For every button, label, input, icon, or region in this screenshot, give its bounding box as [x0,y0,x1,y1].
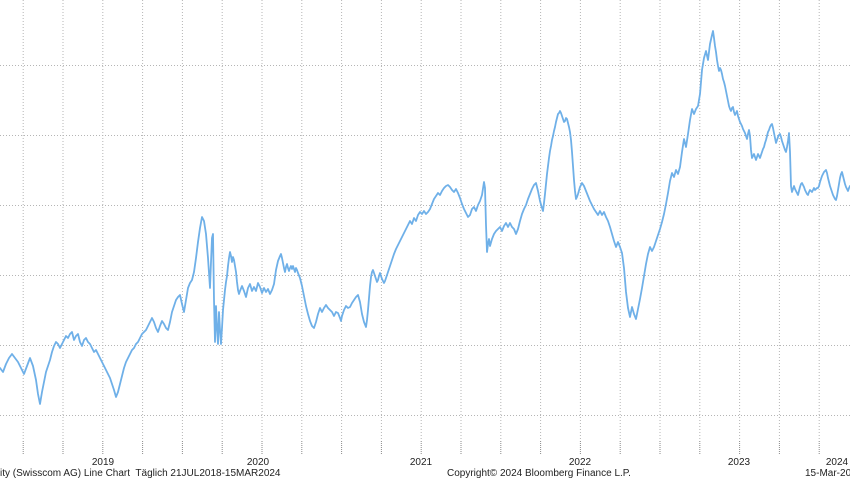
x-axis-year-label: 2024 [825,457,849,468]
copyright-notice: Copyright© 2024 Bloomberg Finance L.P. [447,468,631,479]
end-date-label: 15-Mar-2024 [805,468,850,479]
x-axis-year-label: 2021 [409,457,433,468]
x-axis-year-label: 2022 [568,457,592,468]
x-axis-year-label: 2023 [727,457,751,468]
x-axis-year-label: 2019 [91,457,115,468]
x-axis-year-label: 2020 [246,457,270,468]
chart-title-footer: ity (Swisscom AG) Line Chart Täglich 21J… [0,468,281,479]
price-line-chart [0,0,850,454]
